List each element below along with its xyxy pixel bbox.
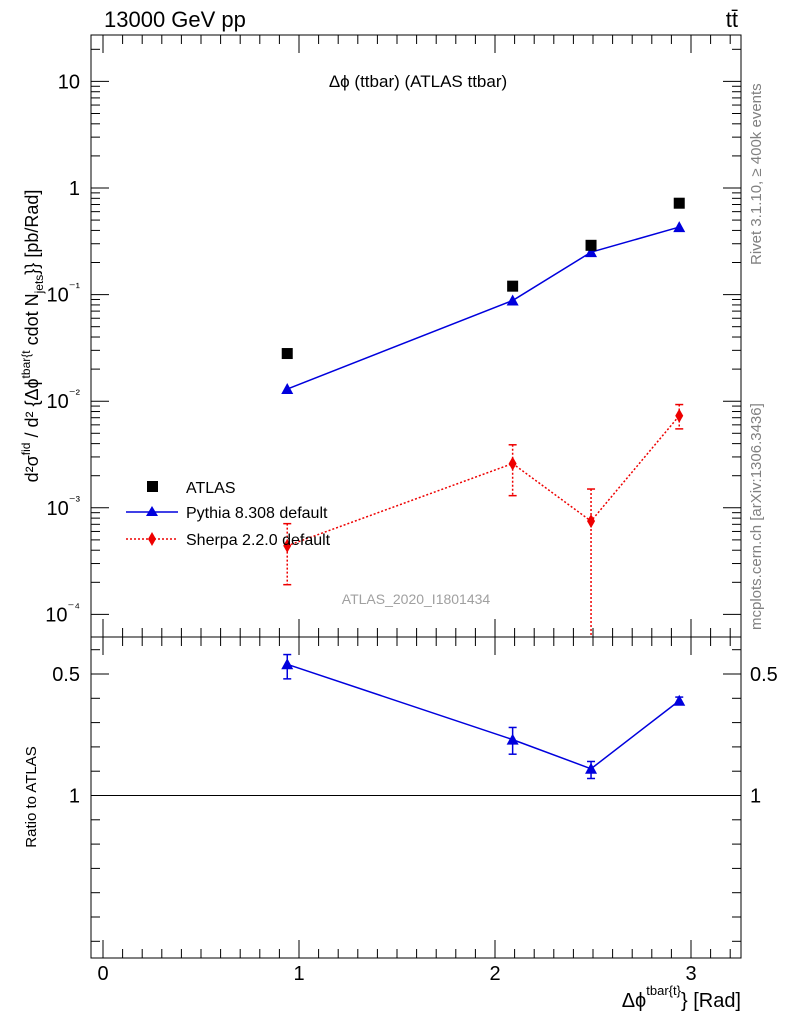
- process-label: tt̄: [726, 7, 738, 32]
- main-plot-panel: Δϕ (ttbar) (ATLAS ttbar) 10 1 10⁻¹ 10⁻² 10⁻³…: [45, 34, 742, 638]
- legend-atlas-marker: [147, 481, 158, 492]
- mcplots-label: mcplots.cern.ch [arXiv:1306.3436]: [748, 403, 765, 630]
- ratio-pythia-point: [585, 762, 598, 774]
- pythia-point: [281, 383, 294, 395]
- ratio-y-axis-label: Ratio to ATLAS: [23, 746, 40, 847]
- legend: ATLAS Pythia 8.308 default Sherpa 2.2.0 …: [126, 480, 331, 549]
- sherpa-point: [508, 456, 517, 471]
- atlas-data-point: [281, 348, 293, 360]
- x-axis-label: Δϕtbar{t}} [Rad]: [622, 983, 741, 1012]
- rivet-version-label: Rivet 3.1.10, ≥ 400k events: [748, 83, 765, 265]
- atlas-data-point: [507, 280, 519, 292]
- legend-atlas-label: ATLAS: [186, 480, 236, 497]
- pythia-point: [673, 221, 686, 233]
- pythia-point: [506, 294, 519, 306]
- ratio-plot-frame: [90, 636, 742, 959]
- pythia-point: [585, 246, 598, 258]
- main-y-tick-label: 10⁻³: [47, 493, 81, 520]
- pythia-series-line: [286, 226, 680, 390]
- atlas-data-point: [673, 197, 685, 209]
- analysis-id-label: ATLAS_2020_I1801434: [342, 591, 491, 607]
- legend-pythia-label: Pythia 8.308 default: [186, 505, 328, 522]
- ratio-pythia-point: [506, 733, 519, 745]
- main-plot-title: Δϕ (ttbar) (ATLAS ttbar): [329, 72, 507, 91]
- ratio-y-tick-label: 1: [69, 786, 80, 808]
- sherpa-point: [587, 514, 596, 529]
- main-y-tick-label: 10⁻²: [47, 386, 81, 413]
- x-tick-label: 2: [489, 963, 500, 985]
- sherpa-point: [675, 408, 684, 423]
- ratio-y-tick-label-right: 0.5: [750, 664, 778, 686]
- sherpa-point: [283, 538, 292, 553]
- ratio-pythia-line: [287, 663, 680, 770]
- energy-label: 13000 GeV pp: [104, 7, 246, 32]
- x-tick-label: 3: [685, 963, 696, 985]
- ratio-plot-panel: 0.50.511220123: [52, 636, 778, 985]
- ratio-pythia-point: [673, 694, 686, 706]
- x-tick-label: 1: [293, 963, 304, 985]
- main-y-axis-label: d²σfid / d² {Δϕtbar{t cdot Njets}} [pb/R…: [19, 190, 46, 483]
- ratio-y-tick-label-right: 1: [750, 786, 761, 808]
- legend-sherpa-marker: [148, 532, 156, 546]
- legend-pythia-marker: [146, 506, 158, 516]
- main-y-tick-label: 10⁻⁴: [45, 599, 80, 626]
- legend-sherpa-label: Sherpa 2.2.0 default: [186, 532, 331, 549]
- main-y-tick-label: 10⁻¹: [47, 280, 81, 307]
- main-y-tick-label: 10: [58, 71, 80, 93]
- sherpa-series-line: [286, 415, 680, 547]
- ratio-y-tick-label: 0.5: [52, 664, 80, 686]
- svg-text:d²σfid / d² {Δϕtbar{t cdot Nje: d²σfid / d² {Δϕtbar{t cdot Njets}} [pb/R…: [19, 190, 46, 483]
- main-y-tick-label: 1: [69, 178, 80, 200]
- x-tick-label: 0: [97, 963, 108, 985]
- atlas-data-point: [585, 239, 597, 251]
- ratio-pythia-point: [281, 658, 294, 670]
